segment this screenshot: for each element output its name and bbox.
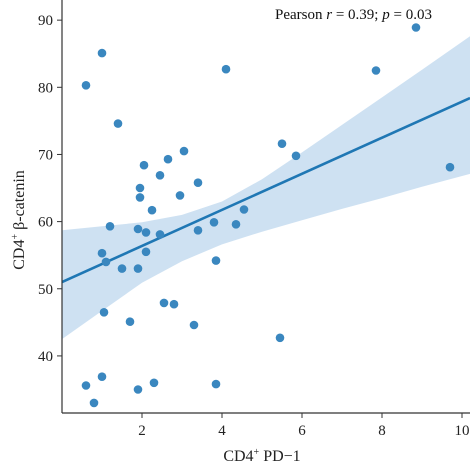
data-point: [81, 381, 91, 390]
data-point: [371, 66, 381, 75]
x-tick-label: 4: [218, 423, 226, 439]
data-point: [193, 226, 203, 235]
data-point: [445, 162, 455, 172]
x-tick-label: 6: [298, 423, 306, 439]
data-point: [275, 333, 285, 343]
x-axis-title: CD4+ PD−1: [223, 447, 300, 465]
data-point: [133, 385, 143, 394]
y-axis-ticks: 40 50 60 70 80 90: [38, 13, 62, 365]
y-tick-label: 70: [38, 147, 53, 163]
data-point: [97, 248, 107, 258]
y-tick-label: 40: [38, 349, 53, 365]
data-point: [277, 139, 287, 148]
data-point: [133, 224, 143, 234]
y-tick-label: 80: [38, 80, 53, 96]
y-tick-label: 60: [38, 215, 53, 231]
data-point: [141, 228, 151, 237]
data-point: [155, 171, 165, 180]
data-point: [211, 379, 221, 389]
data-point: [97, 48, 107, 58]
data-point: [193, 178, 203, 187]
data-point: [101, 257, 111, 267]
data-point: [99, 308, 109, 317]
y-axis-title: CD4+ β-catenin: [10, 170, 28, 270]
data-point: [125, 317, 135, 327]
y-tick-label: 90: [38, 13, 53, 29]
data-point: [135, 193, 145, 202]
data-point: [81, 81, 91, 90]
data-point: [411, 23, 421, 32]
data-point: [159, 298, 169, 308]
data-point: [105, 222, 115, 231]
data-point: [97, 372, 107, 382]
data-point: [139, 160, 149, 170]
data-points: [81, 23, 455, 408]
y-tick-label: 50: [38, 282, 53, 298]
data-point: [209, 218, 219, 227]
pearson-annotation: Pearson r = 0.39; p = 0.03: [275, 7, 432, 23]
data-point: [231, 220, 241, 229]
data-point: [211, 256, 221, 265]
data-point: [149, 378, 159, 388]
x-tick-label: 8: [378, 423, 386, 439]
data-point: [135, 183, 145, 193]
data-point: [147, 205, 157, 215]
data-point: [169, 299, 179, 309]
regression-line: [62, 96, 470, 284]
x-axis-ticks: 2 4 6 8 10: [138, 413, 470, 439]
data-point: [291, 151, 301, 161]
data-point: [189, 320, 199, 330]
data-point: [179, 146, 189, 156]
data-point: [239, 205, 249, 214]
data-point: [117, 264, 127, 273]
data-point: [175, 191, 185, 200]
data-point: [163, 154, 173, 164]
confidence-band: [62, 36, 470, 340]
data-point: [133, 264, 143, 273]
data-point: [89, 398, 99, 408]
data-point: [141, 247, 151, 257]
x-tick-label: 10: [455, 423, 470, 439]
data-point: [221, 64, 231, 74]
data-point: [113, 119, 123, 128]
x-tick-label: 2: [138, 423, 146, 439]
data-point: [155, 230, 165, 239]
